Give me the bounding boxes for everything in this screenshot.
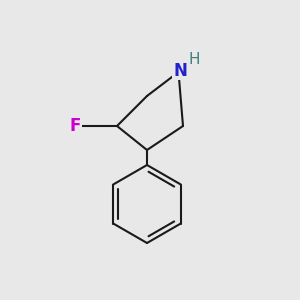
Text: N: N	[173, 61, 187, 80]
Text: H: H	[189, 52, 200, 68]
Text: F: F	[70, 117, 81, 135]
